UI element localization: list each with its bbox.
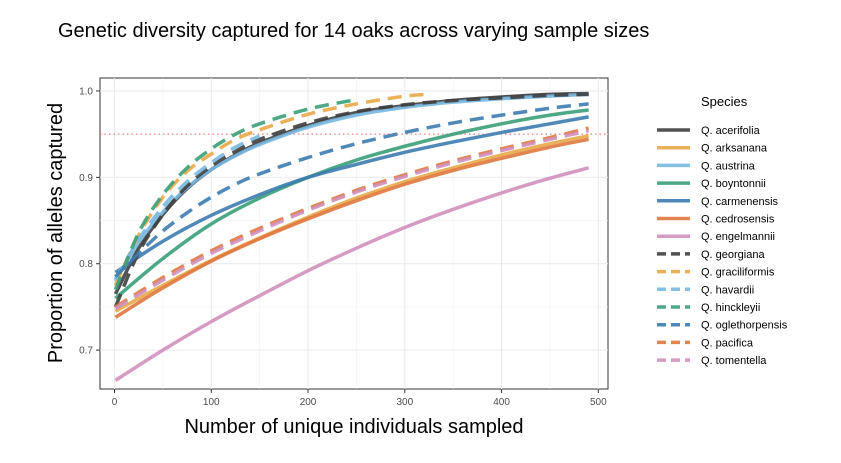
chart-title: Genetic diversity captured for 14 oaks a…: [58, 20, 649, 42]
legend-label: Q. engelmannii: [701, 231, 775, 243]
series-line: [114, 102, 589, 278]
legend-label: Q. oglethorpensis: [701, 320, 788, 332]
x-tick-label: 200: [300, 397, 317, 408]
series-line: [114, 108, 589, 300]
legend-label: Q. pacifica: [701, 337, 754, 349]
y-tick-label: 0.8: [79, 259, 93, 270]
x-axis: 0 100 200 300 400 500: [112, 389, 607, 408]
legend-label: Q. acerifolia: [701, 125, 761, 137]
y-axis: 0.7 0.8 0.9 1.0: [79, 86, 100, 357]
x-axis-title: Number of unique individuals sampled: [184, 416, 523, 438]
legend: Species Q. acerifolia Q. arksanana Q. aust…: [657, 94, 788, 367]
legend-label: Q. havardii: [701, 284, 754, 296]
y-axis-title: Proportion of alleles captured: [45, 103, 67, 363]
x-tick-label: 100: [203, 397, 220, 408]
legend-label: Q. arksanana: [701, 143, 768, 155]
series-line: [113, 134, 261, 281]
grid-major: [100, 78, 608, 389]
y-tick-label: 0.9: [79, 173, 93, 184]
x-tick-label: 500: [590, 397, 607, 408]
series-line: [114, 128, 590, 311]
legend-title: Species: [701, 94, 748, 109]
series-line: [113, 92, 589, 308]
series-lines: [113, 91, 590, 382]
grid-minor: [100, 78, 608, 389]
legend-label: Q. tomentella: [701, 355, 767, 367]
legend-label: Q. georgiana: [701, 249, 765, 261]
series-line: [114, 166, 590, 382]
legend-label: Q. hinckleyii: [701, 302, 760, 314]
x-tick-label: 400: [493, 397, 510, 408]
legend-label: Q. boyntonnii: [701, 178, 766, 190]
series-line: [113, 97, 357, 291]
legend-label: Q. austrina: [701, 160, 756, 172]
x-tick-label: 300: [396, 397, 413, 408]
y-tick-label: 0.7: [79, 346, 93, 357]
legend-label: Q. graciliformis: [701, 267, 775, 279]
x-tick-label: 0: [112, 397, 118, 408]
y-tick-label: 1.0: [79, 86, 93, 97]
series-line: [114, 137, 589, 319]
legend-label: Q. cedrosensis: [701, 214, 775, 226]
legend-label: Q. carmenensis: [701, 196, 779, 208]
series-line: [114, 115, 589, 274]
